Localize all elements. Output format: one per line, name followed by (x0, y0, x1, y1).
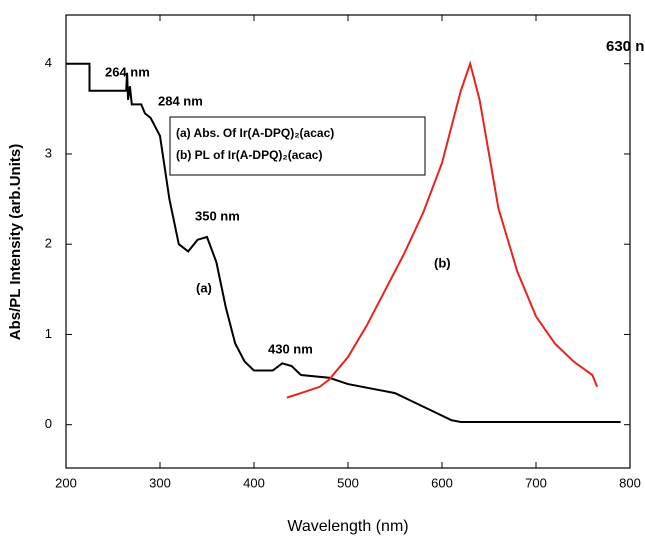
legend-entry: (b) PL of Ir(A-DPQ)₂(acac) (176, 148, 322, 162)
plot-frame (65, 14, 631, 469)
annotation: 630 nm (606, 38, 645, 55)
x-tick-label: 300 (149, 475, 171, 490)
x-tick-label: 600 (431, 475, 453, 490)
x-tick-label: 200 (55, 475, 77, 490)
x-tick-label: 500 (337, 475, 359, 490)
x-tick-label: 800 (619, 475, 641, 490)
y-tick-label: 0 (45, 416, 52, 431)
y-axis-label: Abs/PL Intensity (arb.Units) (7, 144, 24, 340)
y-tick-label: 1 (45, 326, 52, 341)
y-tick-label: 4 (45, 55, 52, 70)
x-tick-label: 400 (243, 475, 265, 490)
data-line (66, 62, 621, 423)
x-axis-label: Wavelength (nm) (287, 518, 408, 535)
x-tick-label: 700 (525, 475, 547, 490)
y-tick-label: 3 (45, 145, 52, 160)
y-tick-label: 2 (45, 236, 52, 251)
annotation: (a) (196, 280, 212, 295)
annotation: 284 nm (158, 93, 203, 108)
annotation: 350 nm (195, 208, 240, 223)
annotation: (b) (434, 255, 451, 270)
annotation: 430 nm (268, 341, 313, 356)
legend-entry: (a) Abs. Of Ir(A-DPQ)₂(acac) (176, 126, 334, 140)
legend-box (169, 116, 426, 176)
annotation: 264 nm (105, 64, 150, 79)
data-line (286, 60, 599, 399)
